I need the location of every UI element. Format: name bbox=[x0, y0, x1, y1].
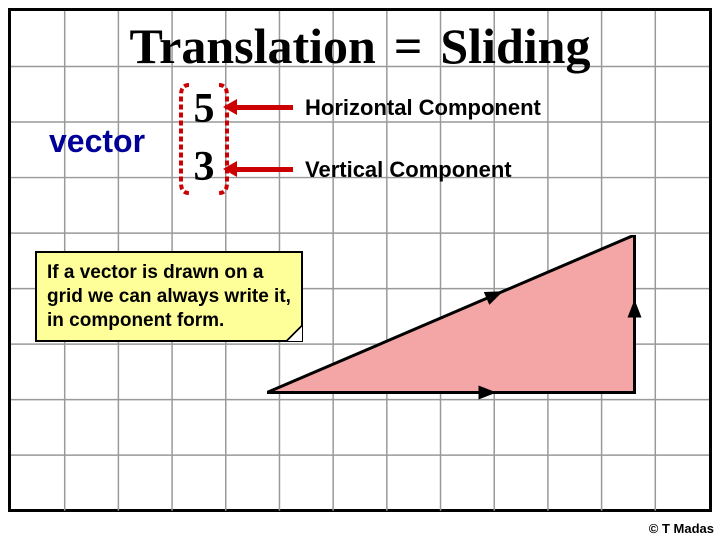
title-word-sliding: Sliding bbox=[440, 17, 590, 75]
title-equals: = bbox=[394, 17, 423, 75]
vector-label: vector bbox=[49, 123, 145, 160]
arrow-horizontal-head bbox=[223, 99, 237, 115]
title-row: Translation = Sliding bbox=[11, 17, 709, 75]
column-vector: 5 3 bbox=[179, 83, 229, 195]
callout-note: If a vector is drawn on a grid we can al… bbox=[35, 251, 303, 342]
arrow-vertical-line bbox=[235, 167, 293, 172]
arrow-horizontal-line bbox=[235, 105, 293, 110]
horizontal-component-label: Horizontal Component bbox=[305, 95, 541, 121]
arrow-vertical-head bbox=[223, 161, 237, 177]
column-vector-top-value: 5 bbox=[179, 85, 229, 133]
callout-note-text: If a vector is drawn on a grid we can al… bbox=[47, 262, 291, 331]
title-word-translation: Translation bbox=[130, 17, 376, 75]
credit-text: © T Madas bbox=[649, 521, 714, 536]
vector-triangle bbox=[267, 235, 687, 435]
vertical-component-label: Vertical Component bbox=[305, 157, 512, 183]
diagram-frame: Translation = Sliding vector 5 3 Horizon… bbox=[8, 8, 712, 512]
column-vector-bottom-value: 3 bbox=[179, 143, 229, 191]
